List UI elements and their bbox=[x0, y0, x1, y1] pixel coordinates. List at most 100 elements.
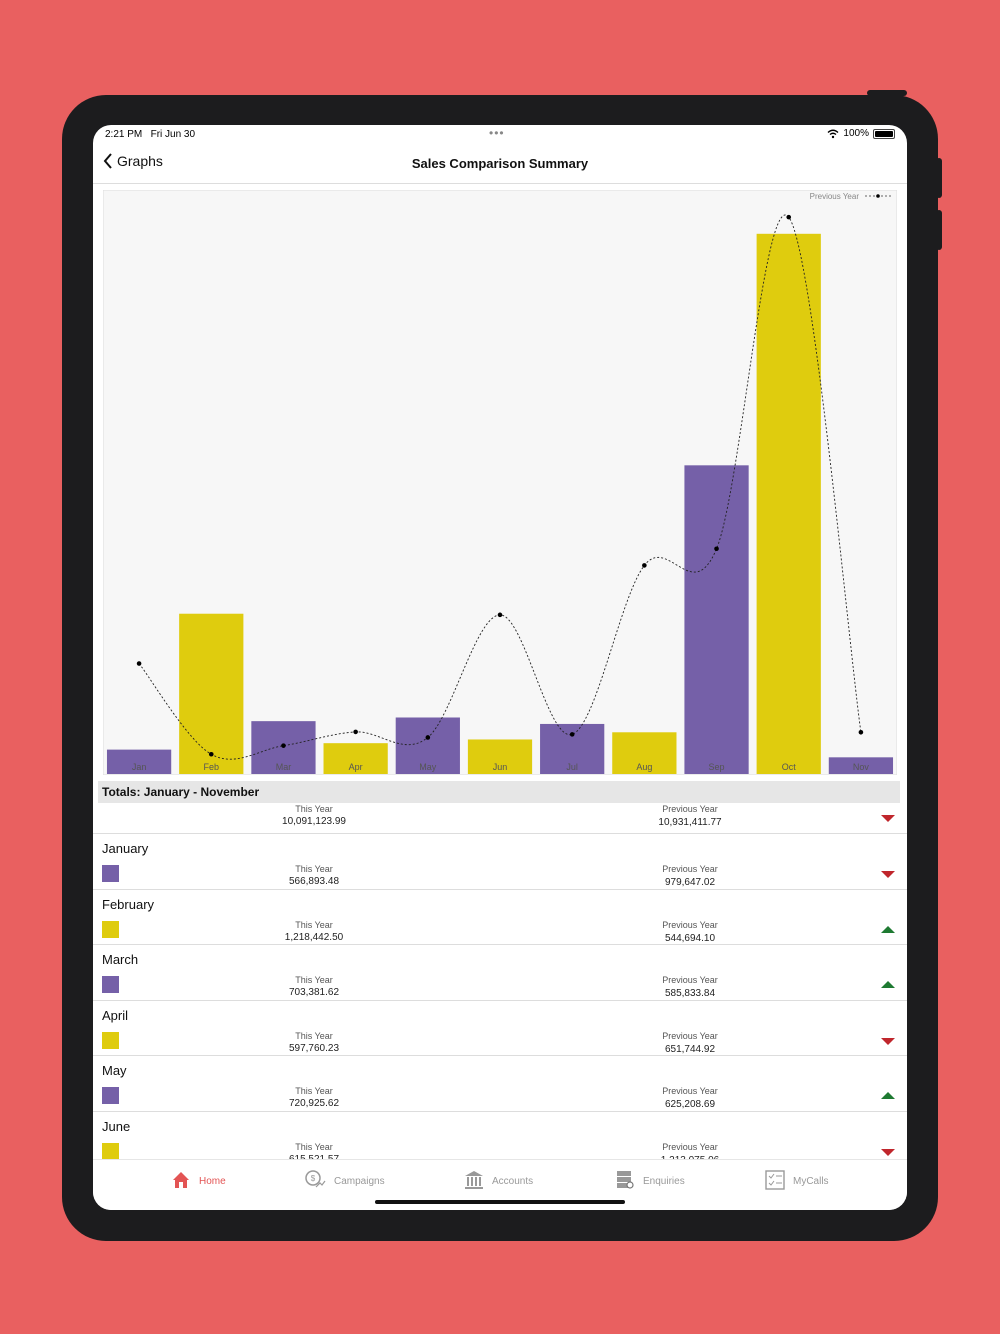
previous-year-value: 544,694.10 bbox=[664, 932, 716, 944]
month-name: January bbox=[102, 841, 149, 856]
battery-icon bbox=[873, 128, 895, 139]
bar-feb[interactable] bbox=[179, 613, 244, 774]
x-tick-label: Apr bbox=[349, 762, 363, 772]
multitask-dots[interactable]: ••• bbox=[489, 126, 505, 140]
x-tick-label: Jun bbox=[493, 762, 508, 772]
chevron-left-icon bbox=[103, 153, 112, 169]
bar-oct[interactable] bbox=[756, 233, 821, 775]
previous-year-point[interactable] bbox=[281, 743, 286, 748]
month-row[interactable]: February This Year 1,218,442.50 Previous Ye… bbox=[93, 890, 907, 945]
month-row[interactable]: March This Year 703,381.62 Previous Year 585… bbox=[93, 945, 907, 1001]
x-tick-label: Nov bbox=[853, 762, 870, 772]
x-tick-label: Mar bbox=[276, 762, 292, 772]
back-button-label: Graphs bbox=[117, 153, 163, 169]
tab-home[interactable]: Home bbox=[171, 1170, 226, 1193]
month-row[interactable]: April This Year 597,760.23 Previous Year 651… bbox=[93, 1001, 907, 1056]
month-color-swatch bbox=[102, 1142, 119, 1159]
comparison-list[interactable]: This Year 10,091,123.99 Previous Year 10… bbox=[93, 803, 907, 1159]
checklist-icon bbox=[765, 1170, 785, 1193]
legend-label: Previous Year bbox=[810, 192, 860, 201]
month-color-swatch bbox=[102, 920, 119, 938]
month-row[interactable]: May This Year 720,925.62 Previous Year 625,2… bbox=[93, 1056, 907, 1112]
previous-year-label: Previous Year bbox=[662, 1086, 718, 1096]
month-name: February bbox=[102, 896, 155, 912]
month-name: May bbox=[102, 1063, 127, 1078]
this-year-value: 615,521.57 bbox=[288, 1153, 340, 1160]
previous-year-point[interactable] bbox=[136, 661, 142, 666]
campaigns-icon: $ bbox=[304, 1170, 326, 1193]
tab-mycalls[interactable]: MyCalls bbox=[765, 1170, 829, 1193]
device-top-button bbox=[867, 90, 907, 96]
bar-jan[interactable] bbox=[106, 749, 172, 774]
this-year-value: 566,893.48 bbox=[288, 876, 340, 887]
previous-year-point[interactable] bbox=[714, 546, 719, 552]
this-year-value: 720,925.62 bbox=[288, 1098, 340, 1109]
x-tick-label: Oct bbox=[782, 762, 797, 772]
previous-year-label: Previous Year bbox=[662, 864, 718, 874]
this-year-value: 1,218,442.50 bbox=[284, 931, 344, 943]
status-time: 2:21 PM Fri Jun 30 bbox=[105, 129, 195, 140]
previous-year-point[interactable] bbox=[858, 729, 864, 735]
month-color-swatch bbox=[102, 1031, 119, 1049]
bar-sep[interactable] bbox=[684, 465, 749, 774]
previous-year-total: 10,931,411.77 bbox=[658, 817, 722, 828]
this-year-value: 703,381.62 bbox=[288, 987, 340, 998]
status-bar: 2:21 PM Fri Jun 30 ••• 100% bbox=[93, 125, 907, 145]
sales-chart: Jan Feb Mar Apr May Jun Jul Aug Sep Oct Nov Previou… bbox=[102, 189, 898, 776]
previous-year-label: Previous Year bbox=[662, 975, 718, 985]
totals-header: Totals: January - November bbox=[98, 781, 900, 803]
this-year-label: This Year bbox=[295, 1086, 333, 1096]
bar-may[interactable] bbox=[395, 717, 460, 774]
trend-down-icon bbox=[881, 871, 895, 878]
bar-apr[interactable] bbox=[323, 743, 388, 774]
previous-year-value: 585,833.84 bbox=[664, 988, 716, 999]
month-row[interactable]: January This Year 566,893.48 Previous Year 9… bbox=[93, 834, 907, 890]
tab-accounts[interactable]: Accounts bbox=[464, 1170, 533, 1193]
month-color-swatch bbox=[102, 1087, 119, 1104]
bar-jun[interactable] bbox=[467, 739, 533, 774]
previous-year-label: Previous Year bbox=[662, 919, 718, 930]
this-year-label: This Year bbox=[295, 864, 333, 874]
tab-label: Enquiries bbox=[643, 1176, 685, 1187]
bar-nov[interactable] bbox=[828, 757, 894, 774]
previous-year-label: Previous Year bbox=[662, 804, 718, 814]
x-tick-label: Jul bbox=[566, 762, 578, 772]
previous-year-point[interactable] bbox=[786, 214, 792, 220]
previous-year-point[interactable] bbox=[208, 751, 214, 757]
previous-year-point[interactable] bbox=[425, 735, 431, 740]
previous-year-point[interactable] bbox=[569, 732, 575, 737]
trend-up-icon bbox=[881, 925, 895, 933]
home-indicator bbox=[375, 1200, 625, 1204]
screen: 2:21 PM Fri Jun 30 ••• 100% Graphs Sales… bbox=[93, 125, 907, 1210]
x-tick-label: Sep bbox=[709, 762, 725, 772]
trend-down-icon bbox=[881, 1037, 895, 1045]
previous-year-value: 979,647.02 bbox=[664, 877, 716, 888]
this-year-total: 10,091,123.99 bbox=[282, 816, 346, 827]
back-button[interactable]: Graphs bbox=[103, 153, 163, 169]
enquiries-icon bbox=[615, 1170, 635, 1193]
trend-down-icon bbox=[881, 815, 895, 822]
tab-label: Home bbox=[199, 1176, 226, 1187]
previous-year-point[interactable] bbox=[353, 729, 358, 735]
totals-row: This Year 10,091,123.99 Previous Year 10… bbox=[93, 803, 907, 834]
previous-year-point[interactable] bbox=[642, 563, 647, 568]
tab-campaigns[interactable]: $ Campaigns bbox=[304, 1170, 385, 1193]
status-right: 100% bbox=[827, 128, 895, 139]
trend-up-icon bbox=[881, 981, 895, 988]
previous-year-point[interactable] bbox=[497, 612, 503, 618]
chart-svg: Jan Feb Mar Apr May Jun Jul Aug Sep Oct Nov Previou… bbox=[102, 189, 898, 776]
battery-percent: 100% bbox=[843, 128, 869, 139]
x-tick-label: Feb bbox=[204, 762, 220, 772]
page-title: Sales Comparison Summary bbox=[411, 156, 589, 171]
status-time-text: 2:21 PM bbox=[105, 129, 143, 140]
tab-enquiries[interactable]: Enquiries bbox=[615, 1170, 685, 1193]
previous-year-value: 1,213,075.06 bbox=[620, 1155, 760, 1160]
trend-up-icon bbox=[881, 1092, 895, 1099]
month-color-swatch bbox=[102, 976, 119, 993]
tab-label: Campaigns bbox=[334, 1176, 385, 1187]
month-name: April bbox=[102, 1007, 129, 1023]
navigation-bar: Graphs Sales Comparison Summary bbox=[93, 145, 907, 184]
this-year-label: This Year bbox=[295, 804, 333, 814]
bar-aug[interactable] bbox=[612, 732, 677, 774]
